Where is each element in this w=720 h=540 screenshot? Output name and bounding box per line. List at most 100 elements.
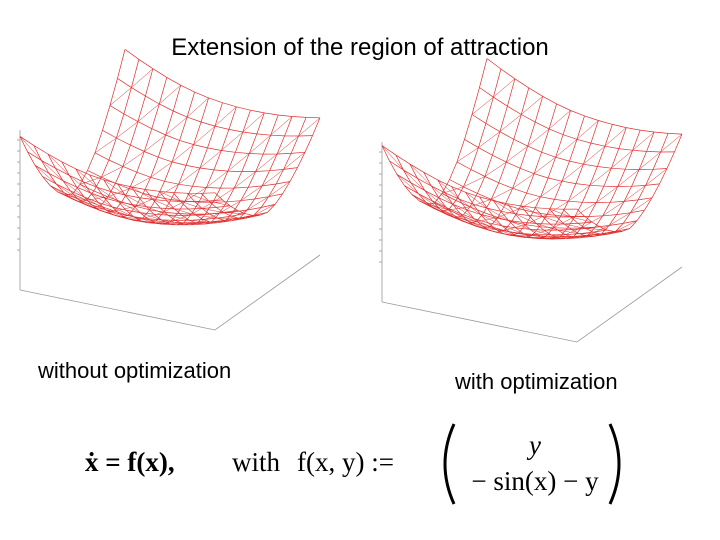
mesh-diagonal [409,163,432,187]
mesh-diagonal [609,212,631,226]
mesh-diagonal [124,194,147,207]
mesh-diagonal [240,185,263,201]
mesh-diagonal [144,134,166,152]
mesh-line [464,139,660,187]
mesh-diagonal [467,220,490,231]
mesh-diagonal [411,194,434,209]
mesh-line [507,124,613,240]
mesh-line [47,68,154,208]
mesh-diagonal [486,207,509,221]
mesh-diagonal [101,166,123,178]
mesh-diagonal [433,207,455,218]
mesh-diagonal [504,224,526,231]
mesh-diagonal [493,78,516,98]
mesh-diagonal [536,223,558,231]
mesh-diagonal [538,236,560,239]
mesh-diagonal [521,96,543,115]
mesh-line [419,200,615,239]
mesh-diagonal [34,165,57,185]
mesh-diagonal [56,183,79,200]
mesh-diagonal [632,131,655,151]
mesh-diagonal [458,198,481,215]
mesh-diagonal [62,180,85,198]
mesh-diagonal [191,202,213,215]
mesh-diagonal [439,208,462,221]
mesh-diagonal [75,168,98,188]
mesh-line [479,87,675,153]
mesh-diagonal [94,137,117,153]
mesh-diagonal [261,169,284,187]
mesh-diagonal [210,220,233,223]
mesh-diagonal [109,87,132,106]
mesh-line [159,112,265,225]
mesh-diagonal [548,110,571,130]
mesh-diagonal [238,214,261,219]
mesh-diagonal [452,203,475,219]
mesh-diagonal [49,185,72,199]
mesh-diagonal [521,205,543,217]
mesh-diagonal [127,218,149,224]
mesh-diagonal [171,144,194,163]
mesh-diagonal [564,223,586,229]
mesh-line [456,161,653,203]
matrix-brackets [443,423,621,505]
mesh-diagonal [133,216,156,223]
mesh-diagonal [99,209,121,218]
mesh-diagonal [482,227,505,231]
mesh-diagonal [471,96,494,115]
mesh-diagonal [90,192,113,208]
mesh-diagonal [557,229,580,234]
mesh-diagonal [152,199,175,210]
mesh-diagonal [69,175,91,194]
mesh-diagonal [86,196,108,201]
mesh-diagonal [570,216,593,223]
mesh-diagonal [195,214,218,219]
mesh-diagonal [533,157,556,174]
floor [381,266,683,343]
mesh-diagonal [146,206,168,216]
mesh-diagonal [497,208,520,218]
mesh-diagonal [583,145,606,165]
mesh-diagonal [431,185,453,205]
mesh-diagonal [234,171,256,189]
mesh-diagonal [184,187,207,202]
mesh-diagonal [206,170,229,188]
mesh-diagonal [561,163,584,182]
mesh-line [109,105,306,155]
mesh-diagonal [480,214,503,226]
mesh-diagonal [148,221,171,224]
mesh-line [381,58,488,205]
mesh-line [103,97,209,224]
mesh-diagonal [604,127,627,147]
mesh-diagonal [150,161,173,178]
mesh-diagonal [638,151,661,170]
mesh-diagonal [660,133,683,153]
mesh-diagonal [576,120,599,140]
mesh-line [214,117,321,216]
mesh-diagonal [187,192,209,202]
mesh-diagonal [474,218,496,230]
mesh-diagonal [122,151,145,167]
slide-title: Extension of the region of attraction [171,34,549,61]
mesh-diagonal [163,201,186,213]
mesh-diagonal [107,188,130,197]
mesh-diagonal [441,186,464,194]
mesh-diagonal [623,185,646,202]
mesh-diagonal [84,196,106,211]
mesh-diagonal [396,174,419,194]
mesh-diagonal [159,191,181,202]
matrix-top: y [529,430,541,460]
mesh-diagonal [137,103,160,122]
mesh-diagonal [426,203,449,211]
caption: without optimization [38,358,232,383]
mesh-diagonal [103,179,126,196]
mesh-diagonal [131,68,154,88]
mesh-diagonal [615,220,638,232]
mesh-diagonal [630,197,653,213]
mesh-diagonal [516,235,539,239]
floor [19,254,321,331]
mesh-diagonal [572,236,595,238]
mesh-diagonal [186,97,209,118]
mesh-diagonal [212,187,235,203]
